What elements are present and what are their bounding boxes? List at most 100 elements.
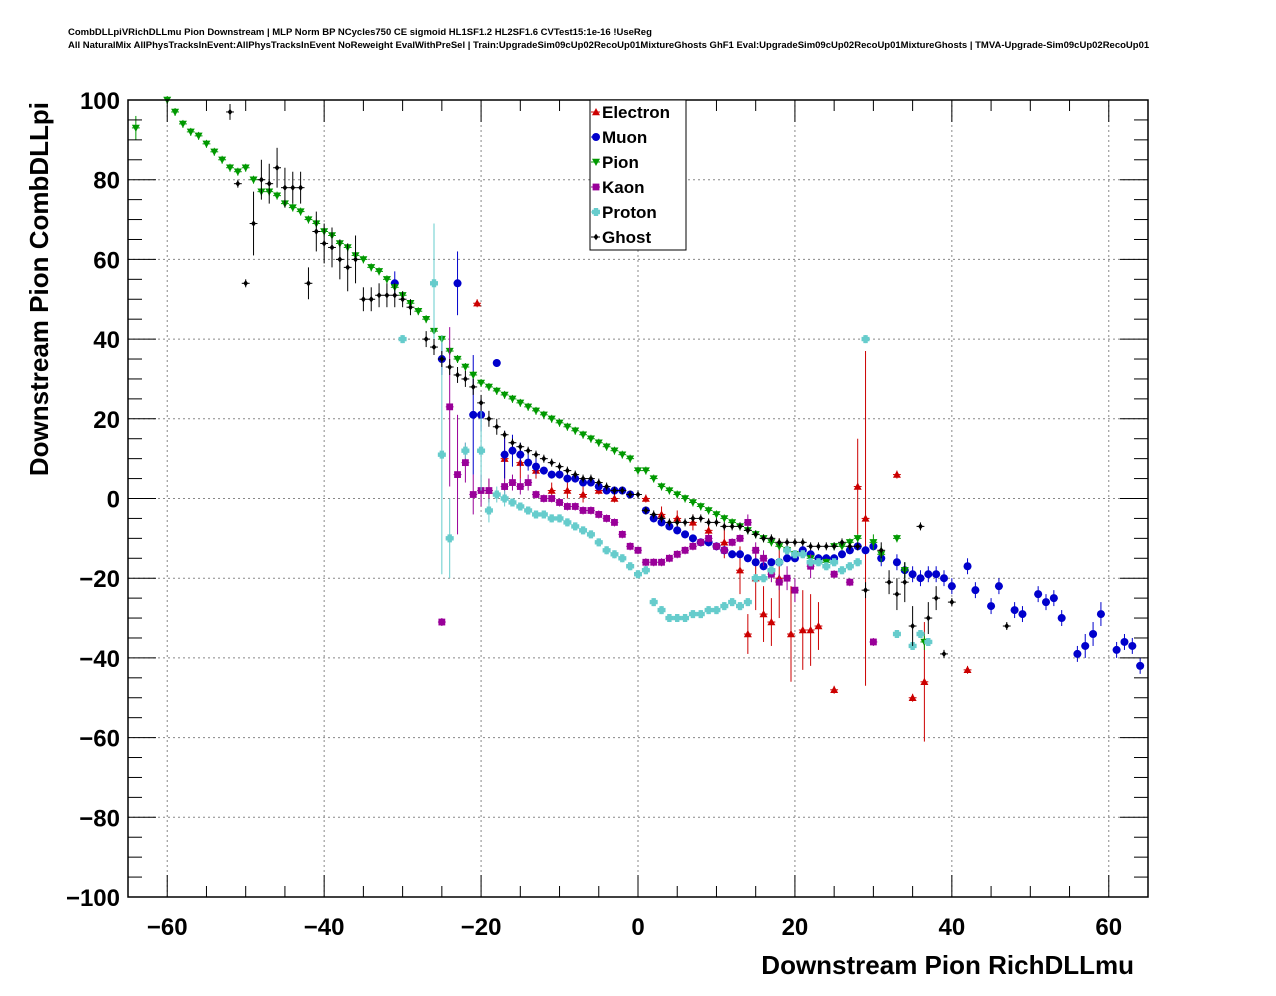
data-point: [940, 570, 948, 587]
data-point: [649, 510, 658, 519]
data-point: [273, 191, 282, 200]
data-point: [398, 291, 407, 308]
data-point: [233, 167, 242, 176]
marker-ghost: [831, 543, 837, 550]
data-point: [791, 538, 799, 547]
marker-ghost: [313, 228, 319, 235]
data-point: [971, 582, 980, 599]
marker-muon: [524, 458, 533, 467]
data-point: [437, 351, 446, 367]
data-point: [563, 474, 572, 483]
marker-kaon: [563, 503, 571, 510]
marker-kaon: [760, 554, 767, 562]
data-point: [783, 566, 791, 591]
marker-electron: [720, 538, 729, 546]
data-point: [626, 542, 635, 551]
data-point: [830, 558, 839, 567]
marker-pion: [508, 395, 517, 403]
data-point: [383, 283, 391, 308]
marker-electron: [892, 470, 901, 478]
marker-proton: [712, 606, 721, 615]
marker-proton: [688, 610, 697, 619]
marker-pion: [210, 148, 219, 156]
data-point: [743, 614, 752, 654]
marker-muon: [736, 550, 744, 559]
data-point: [484, 498, 493, 523]
data-point: [571, 502, 580, 511]
marker-proton: [657, 606, 666, 615]
data-point: [508, 474, 517, 491]
data-point: [830, 570, 839, 579]
marker-ghost: [227, 108, 233, 116]
data-point: [1034, 586, 1043, 603]
data-point: [186, 127, 195, 136]
marker-muon: [1136, 661, 1145, 670]
data-point: [673, 518, 682, 527]
marker-muon: [751, 558, 760, 567]
legend-marker: [592, 133, 600, 141]
data-point: [524, 506, 533, 515]
marker-electron: [920, 677, 929, 686]
marker-muon: [1096, 610, 1105, 619]
marker-muon: [1057, 614, 1066, 623]
data-point: [704, 506, 713, 515]
data-point: [728, 522, 737, 531]
marker-kaon: [752, 546, 760, 554]
x-tick-label: 40: [938, 914, 965, 941]
data-point: [987, 598, 996, 615]
marker-ghost: [392, 292, 398, 299]
marker-ghost: [243, 280, 249, 287]
marker-pion: [838, 543, 846, 551]
data-point: [241, 279, 250, 288]
data-point: [845, 578, 854, 587]
data-point: [524, 446, 533, 455]
data-point: [704, 518, 713, 527]
marker-ghost: [251, 220, 256, 227]
data-point: [869, 637, 878, 646]
marker-ghost: [847, 543, 853, 550]
data-point: [461, 370, 470, 387]
data-point: [508, 394, 517, 403]
marker-kaon: [634, 546, 642, 554]
data-point: [210, 147, 219, 156]
legend-marker: [593, 233, 599, 241]
marker-muon: [1112, 645, 1121, 654]
marker-kaon: [595, 511, 603, 518]
data-point: [563, 502, 572, 511]
data-point: [743, 526, 752, 535]
marker-proton: [586, 530, 595, 539]
marker-pion: [382, 276, 391, 284]
legend-label: Kaon: [602, 178, 645, 197]
marker-pion: [657, 483, 666, 491]
marker-ghost: [800, 539, 806, 546]
data-point: [649, 474, 658, 483]
marker-ghost: [494, 423, 500, 430]
marker-ghost: [1004, 622, 1010, 630]
data-point: [759, 534, 768, 543]
y-tick-label: −40: [79, 646, 120, 673]
data-point: [477, 378, 486, 387]
marker-kaon: [532, 491, 540, 498]
data-point: [508, 438, 517, 447]
marker-ghost: [384, 292, 390, 299]
marker-ghost: [714, 519, 719, 526]
data-point: [249, 175, 258, 184]
marker-ghost: [753, 531, 759, 538]
marker-ghost: [659, 515, 664, 522]
marker-ghost: [784, 539, 790, 546]
data-point: [555, 418, 564, 427]
data-point: [555, 470, 564, 479]
data-point: [728, 550, 737, 559]
marker-pion: [516, 399, 525, 407]
data-point: [351, 235, 360, 284]
data-point: [359, 287, 368, 312]
data-point: [500, 430, 509, 439]
data-point: [932, 586, 941, 611]
marker-ghost: [580, 475, 586, 482]
data-point: [516, 398, 525, 407]
data-point: [524, 474, 533, 491]
data-point: [406, 299, 415, 316]
data-point: [618, 530, 627, 539]
marker-proton: [845, 562, 854, 571]
data-point: [618, 554, 627, 563]
